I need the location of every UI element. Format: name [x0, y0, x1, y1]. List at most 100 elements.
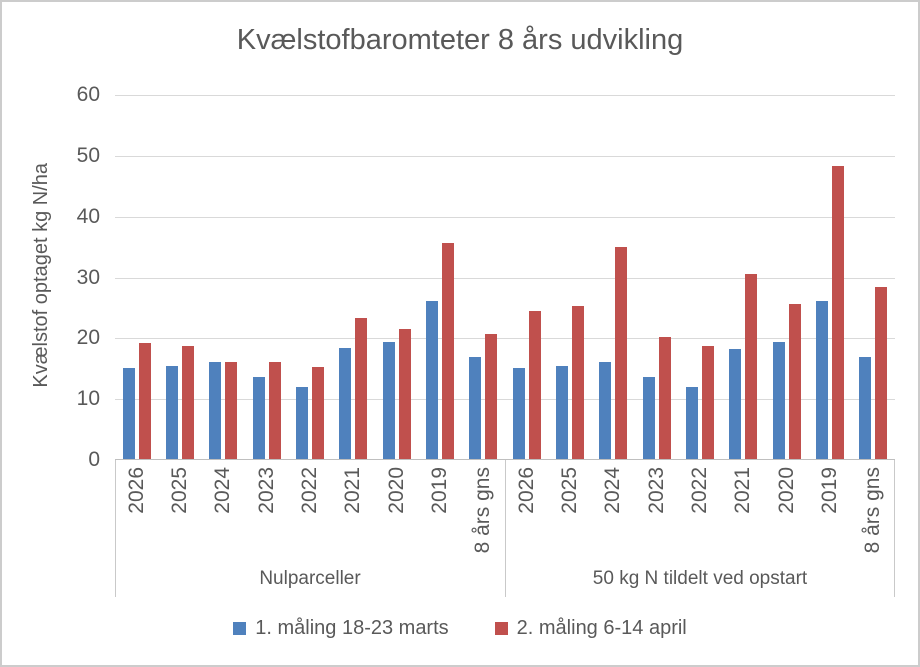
category-label: 2024 — [202, 467, 245, 514]
category-label: 2026 — [115, 467, 158, 514]
bar — [181, 345, 194, 459]
plot-area — [115, 95, 895, 460]
category-label: 2026 — [505, 467, 548, 514]
bar — [701, 346, 714, 459]
chart-title: Kvælstofbaromteter 8 års udvikling — [236, 24, 684, 56]
bar-group-50-kg-n-tildelt-ved-opstart-2021 — [722, 95, 765, 459]
category-label: 2021 — [722, 467, 765, 514]
category-label-text: 2021 — [731, 467, 755, 514]
category-label: 2023 — [635, 467, 678, 514]
legend-swatch-icon — [494, 622, 508, 635]
legend-label: 1. måling 18-23 marts — [255, 617, 449, 639]
category-label: 2021 — [332, 467, 375, 514]
bar — [642, 376, 655, 459]
gridline-20 — [115, 338, 895, 340]
y-tick-label-10: 10 — [76, 387, 100, 411]
legend-swatch-icon — [233, 622, 247, 635]
bar — [512, 368, 525, 459]
bar — [295, 387, 308, 459]
y-tick-label-20: 20 — [76, 326, 100, 350]
bar-group-50-kg-n-tildelt-ved-opstart-2023 — [635, 95, 678, 459]
category-label-text: 2023 — [644, 467, 668, 514]
category-label-text: 8 års gns — [471, 467, 495, 554]
bar — [485, 334, 498, 459]
bar — [339, 348, 352, 459]
bar — [355, 317, 368, 459]
category-label: 2020 — [765, 467, 808, 514]
category-label-text: 2024 — [601, 467, 625, 514]
bar-group-nulparceller-2023 — [245, 95, 288, 459]
bar — [268, 362, 281, 459]
category-label: 2022 — [288, 467, 331, 514]
category-separator — [505, 460, 506, 597]
bar — [165, 365, 178, 459]
bar — [441, 243, 454, 459]
bar — [555, 365, 568, 459]
category-label: 8 års gns — [852, 467, 895, 553]
category-label-text: 2020 — [774, 467, 798, 514]
category-label-text: 2025 — [557, 467, 581, 514]
legend-item: 2. måling 6-14 april — [494, 617, 687, 640]
bar-group-50-kg-n-tildelt-ved-opstart-2026 — [505, 95, 548, 459]
category-label-text: 2019 — [427, 467, 451, 514]
category-label-text: 2022 — [687, 467, 711, 514]
bar-group-50-kg-n-tildelt-ved-opstart-2020 — [765, 95, 808, 459]
bar-group-nulparceller-2026 — [115, 95, 158, 459]
category-label: 2024 — [592, 467, 635, 514]
bar — [831, 165, 844, 459]
y-tick-label-30: 30 — [76, 265, 100, 289]
gridline-10 — [115, 399, 895, 401]
bar — [225, 362, 238, 459]
bar — [528, 310, 541, 459]
bar-group-nulparceller-2024 — [202, 95, 245, 459]
gridline-40 — [115, 216, 895, 218]
bar — [815, 300, 828, 459]
gridline-60 — [115, 95, 895, 96]
bar-group-nulparceller-2020 — [375, 95, 418, 459]
bar — [252, 376, 265, 459]
category-label: 2025 — [548, 467, 591, 514]
y-tick-label-60: 60 — [76, 83, 100, 106]
bar — [729, 348, 742, 459]
category-label-text: 8 års gns — [861, 467, 885, 554]
bar — [382, 342, 395, 459]
category-label-text: 2019 — [817, 467, 841, 514]
category-label: 2019 — [808, 467, 851, 514]
bar — [469, 356, 482, 459]
bar — [745, 274, 758, 459]
bar-group-50-kg-n-tildelt-ved-opstart-2022 — [678, 95, 721, 459]
bar — [615, 247, 628, 459]
bar-group-50-kg-n-tildelt-ved-opstart-8-års-gns — [852, 95, 895, 459]
bar — [685, 387, 698, 459]
bar — [772, 342, 785, 459]
bar-group-50-kg-n-tildelt-ved-opstart-2024 — [592, 95, 635, 459]
bar — [425, 300, 438, 459]
category-label-text: 2025 — [167, 467, 191, 514]
bar — [122, 367, 135, 459]
y-tick-label-50: 50 — [76, 143, 100, 167]
category-label: 2019 — [418, 467, 461, 514]
gridline-50 — [115, 155, 895, 157]
category-label: 2023 — [245, 467, 288, 514]
category-label: 8 års gns — [462, 467, 505, 553]
bar — [311, 367, 324, 459]
bar — [209, 362, 222, 459]
bar-group-nulparceller-2019 — [418, 95, 461, 459]
bar-group-50-kg-n-tildelt-ved-opstart-2019 — [808, 95, 851, 459]
y-tick-label-0: 0 — [88, 448, 100, 471]
category-separator — [894, 460, 895, 597]
category-label-text: 2026 — [514, 467, 538, 514]
bar — [658, 337, 671, 459]
legend-item: 1. måling 18-23 marts — [233, 617, 449, 640]
y-tick-label-40: 40 — [76, 204, 100, 228]
bar — [571, 305, 584, 459]
bar-group-nulparceller-8-års-gns — [462, 95, 505, 459]
category-label-text: 2023 — [254, 467, 278, 514]
category-label-text: 2021 — [341, 467, 365, 514]
bar — [788, 304, 801, 459]
category-label-text: 2026 — [124, 467, 148, 514]
bar-group-50-kg-n-tildelt-ved-opstart-2025 — [548, 95, 591, 459]
category-label-text: 2024 — [211, 467, 235, 514]
category-label: 2020 — [375, 467, 418, 514]
category-label: 2025 — [158, 467, 201, 514]
